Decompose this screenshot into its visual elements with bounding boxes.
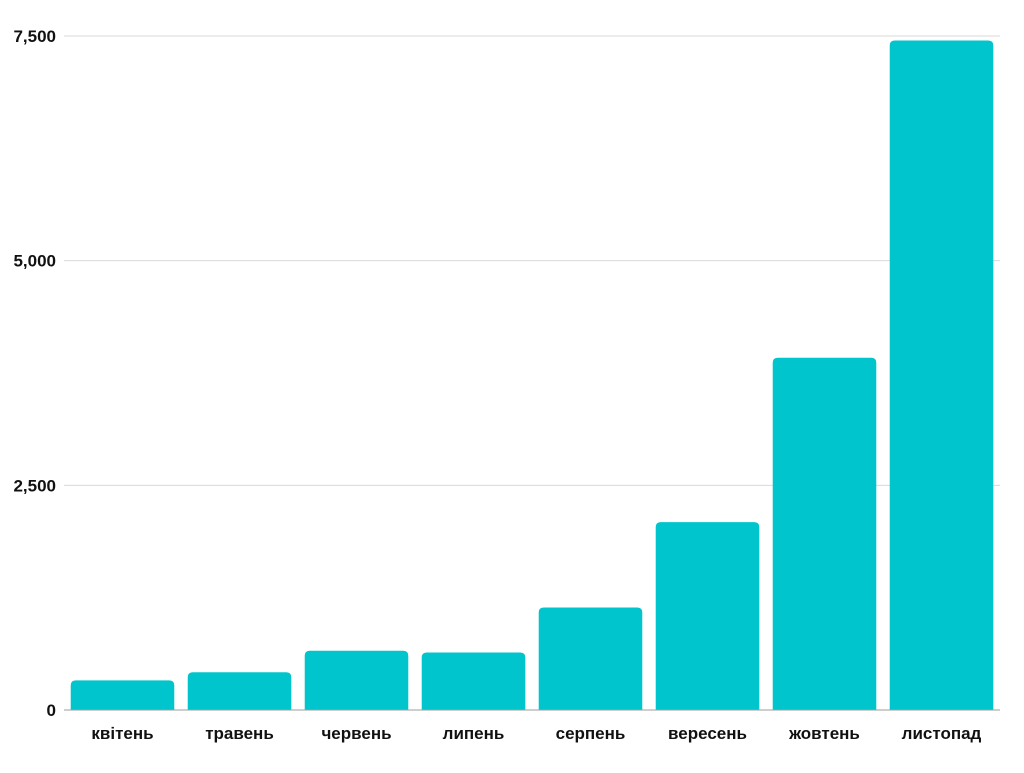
bar — [304, 650, 409, 710]
x-tick-label: травень — [205, 724, 274, 743]
x-tick-label: вересень — [668, 724, 747, 743]
x-tick-label: серпень — [556, 724, 626, 743]
x-tick-label: листопад — [902, 724, 982, 743]
y-tick-label: 0 — [47, 701, 56, 720]
bar — [538, 607, 643, 710]
bar-layer — [70, 40, 994, 710]
y-tick-label: 5,000 — [13, 252, 56, 271]
bar — [655, 522, 760, 710]
bar — [889, 40, 994, 710]
bar — [187, 672, 292, 710]
x-tick-label: червень — [321, 724, 391, 743]
x-tick-label: жовтень — [788, 724, 860, 743]
x-tick-label: липень — [443, 724, 505, 743]
bar — [70, 680, 175, 710]
axis-layer: 0 2,500 5,000 7,500 квітень травень червень лип… — [13, 27, 1000, 743]
y-tick-label: 7,500 — [13, 27, 56, 46]
bar — [421, 652, 526, 710]
x-tick-label: квітень — [91, 724, 153, 743]
y-tick-label: 2,500 — [13, 476, 56, 495]
bar — [772, 357, 877, 710]
